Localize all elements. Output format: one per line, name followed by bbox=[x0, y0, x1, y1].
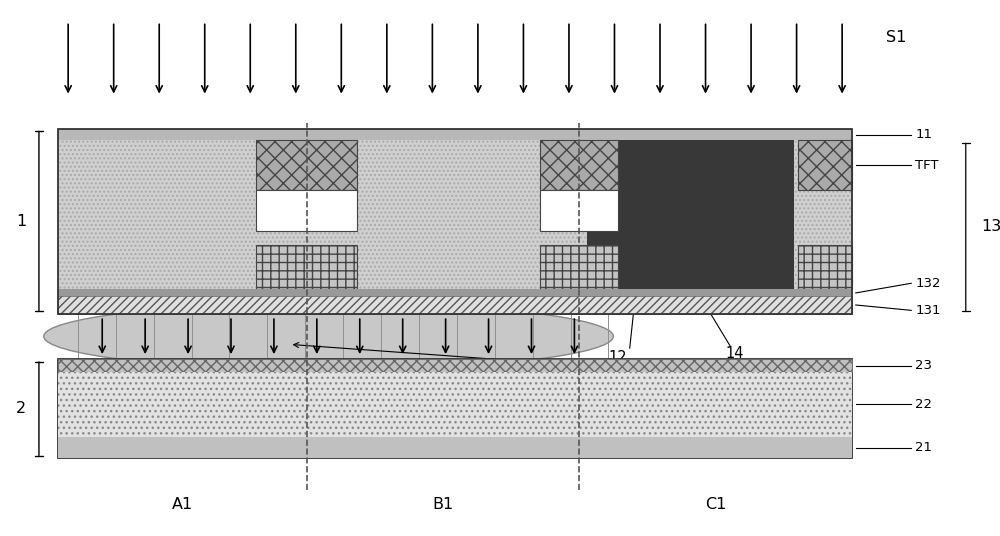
Text: TFT: TFT bbox=[915, 159, 939, 172]
Bar bbox=[58, 129, 852, 140]
Text: 2: 2 bbox=[16, 401, 26, 416]
Text: A1: A1 bbox=[172, 497, 193, 512]
Text: 11: 11 bbox=[915, 128, 932, 141]
Bar bbox=[256, 245, 357, 289]
Bar bbox=[587, 140, 794, 289]
Bar bbox=[58, 289, 852, 296]
Bar bbox=[58, 359, 852, 372]
Text: 21: 21 bbox=[915, 441, 932, 454]
Bar bbox=[58, 372, 852, 437]
Text: 3: 3 bbox=[558, 361, 567, 376]
Text: 131: 131 bbox=[915, 304, 941, 317]
Bar bbox=[540, 245, 618, 289]
Text: 12: 12 bbox=[608, 350, 627, 365]
Ellipse shape bbox=[44, 303, 613, 370]
Text: 13: 13 bbox=[981, 220, 1000, 234]
Bar bbox=[540, 140, 618, 190]
Bar bbox=[58, 140, 852, 289]
Text: 1: 1 bbox=[16, 214, 27, 228]
Text: S1: S1 bbox=[886, 30, 906, 45]
Bar bbox=[540, 190, 618, 232]
Text: 22: 22 bbox=[915, 398, 932, 411]
Bar bbox=[58, 129, 852, 314]
Bar bbox=[256, 190, 357, 232]
Bar bbox=[58, 296, 852, 314]
Bar bbox=[798, 245, 852, 289]
Text: B1: B1 bbox=[432, 497, 454, 512]
Bar bbox=[58, 359, 852, 458]
Text: 132: 132 bbox=[915, 277, 941, 290]
Bar bbox=[798, 140, 852, 190]
Text: C1: C1 bbox=[705, 497, 726, 512]
Bar bbox=[58, 437, 852, 458]
Text: 14: 14 bbox=[725, 346, 744, 361]
Text: 23: 23 bbox=[915, 359, 932, 372]
Bar bbox=[256, 140, 357, 190]
